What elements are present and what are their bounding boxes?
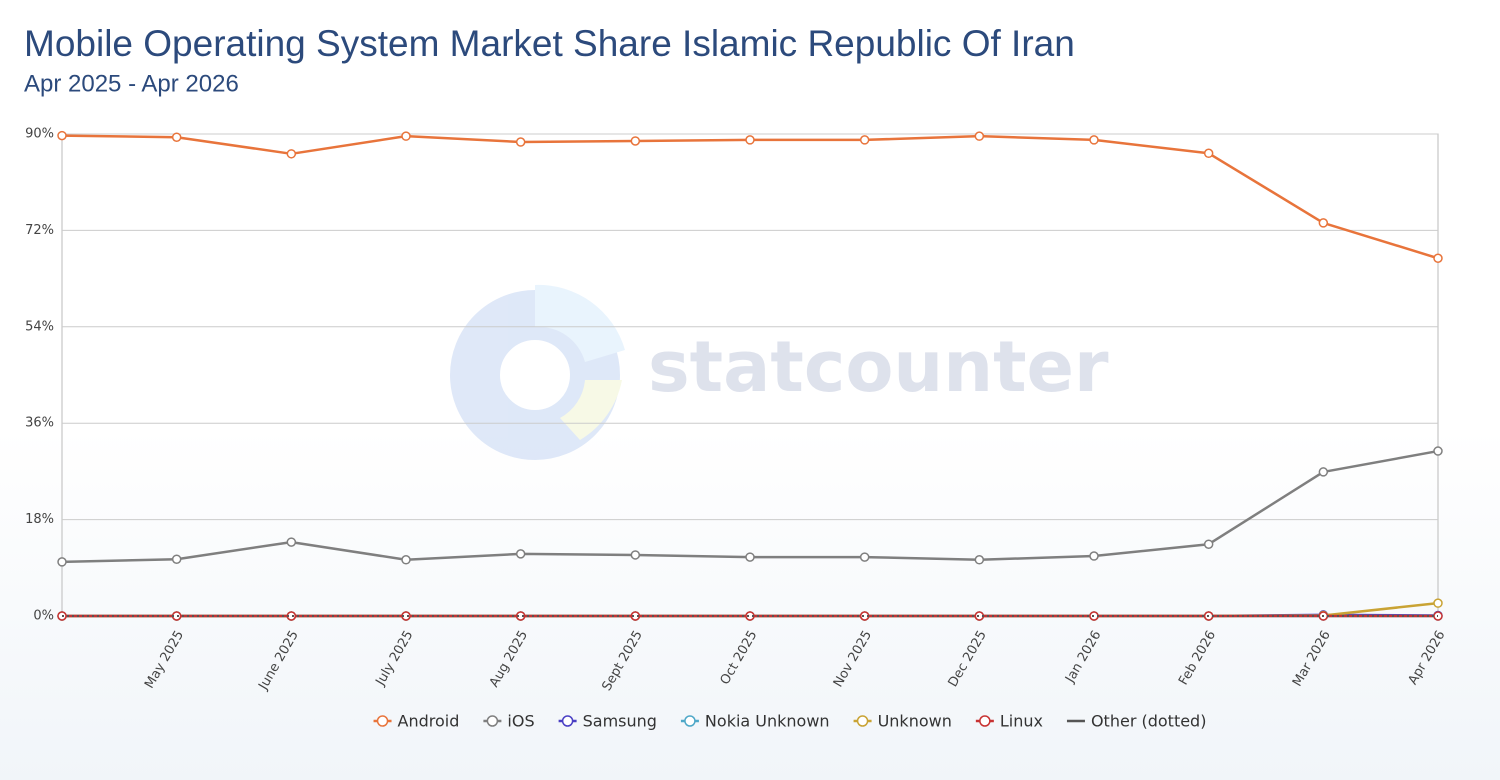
data-point (401, 131, 411, 141)
x-tick-label: Oct 2025 (718, 628, 761, 687)
data-point (630, 136, 641, 146)
legend-item: Other (dotted) (1066, 712, 1207, 731)
y-tick-label: 54% (25, 319, 54, 334)
x-tick-label: Aug 2025 (487, 628, 531, 690)
y-tick-label: 90% (25, 127, 54, 142)
data-point (515, 137, 526, 147)
data-point (286, 149, 297, 159)
legend-item: Nokia Unknown (680, 712, 830, 731)
chart-title: Mobile Operating System Market Share Isl… (24, 23, 1075, 64)
data-point (974, 555, 985, 565)
x-tick-label: Nov 2025 (831, 628, 875, 690)
legend-marker (561, 715, 574, 727)
series-line (61, 449, 1439, 564)
x-tick-label: Feb 2026 (1176, 628, 1219, 688)
chart-subtitle: Apr 2025 - Apr 2026 (24, 70, 239, 97)
legend-marker (486, 715, 499, 727)
legend-label: Nokia Unknown (705, 712, 830, 731)
legend-marker (856, 715, 869, 727)
legend-marker (979, 715, 991, 727)
x-tick-label: Dec 2025 (946, 628, 990, 690)
x-tick-label: Sept 2025 (599, 628, 645, 693)
data-point (515, 549, 526, 559)
legend-item: Android (373, 712, 460, 731)
data-point (171, 132, 182, 142)
y-tick-label: 0% (33, 609, 54, 624)
data-point (171, 554, 182, 564)
x-tick-label: June 2025 (256, 628, 302, 693)
data-point (401, 555, 411, 565)
data-point (1433, 253, 1443, 263)
legend-item: iOS (483, 712, 535, 731)
data-point (859, 135, 870, 145)
data-point (286, 537, 297, 547)
y-tick-label: 18% (25, 512, 54, 527)
legend-label: Other (dotted) (1091, 712, 1207, 731)
data-point (515, 611, 526, 621)
legend-marker (376, 715, 389, 727)
x-tick-label: Mar 2026 (1290, 628, 1334, 689)
data-point (859, 552, 870, 562)
legend-label: Unknown (878, 712, 952, 731)
data-point (1203, 539, 1214, 549)
x-tick-label: Jan 2026 (1062, 628, 1104, 686)
data-point (1433, 446, 1443, 456)
data-point (630, 611, 641, 621)
y-tick-label: 36% (25, 416, 54, 431)
data-point (1203, 148, 1214, 159)
data-point (1318, 218, 1329, 228)
legend-item: Linux (975, 712, 1043, 731)
x-tick-label: May 2025 (142, 628, 187, 691)
data-point (1433, 598, 1443, 608)
data-point (57, 557, 67, 567)
data-point (1318, 467, 1329, 477)
data-point (974, 131, 985, 141)
legend-label: Linux (1000, 712, 1043, 731)
data-point (630, 550, 641, 560)
data-point (1089, 135, 1099, 145)
watermark-logo (450, 284, 625, 460)
legend-label: Samsung (583, 712, 657, 731)
y-tick-label: 72% (25, 223, 54, 238)
data-point (745, 552, 755, 562)
legend-item: Samsung (558, 712, 657, 731)
legend-label: iOS (507, 712, 534, 731)
x-tick-label: July 2025 (373, 628, 417, 689)
series-line (61, 134, 1439, 260)
data-point (745, 135, 755, 145)
legend-item: Unknown (853, 712, 952, 731)
x-tick-label: Apr 2026 (1406, 628, 1449, 687)
legend-marker (684, 715, 696, 727)
watermark: statcounter (648, 326, 1109, 408)
legend-label: Android (398, 712, 460, 731)
data-point (57, 130, 67, 141)
data-point (1089, 551, 1099, 561)
